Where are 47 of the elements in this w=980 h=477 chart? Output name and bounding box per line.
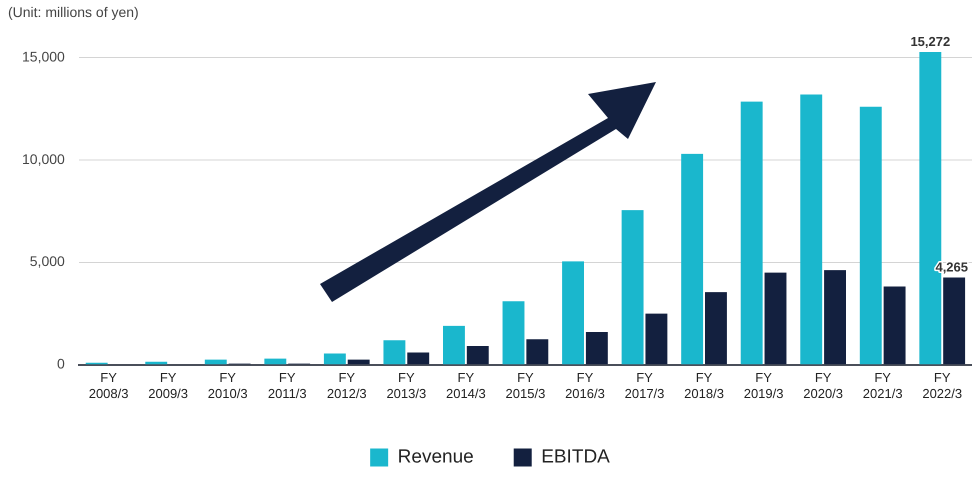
bar [204, 360, 227, 364]
bar [824, 270, 846, 364]
bar [407, 352, 430, 364]
bar [324, 354, 346, 364]
bar [526, 339, 548, 364]
x-tick-label: FY 2013/3 [386, 370, 426, 401]
bar [443, 326, 465, 364]
y-tick-label: 5,000 [30, 253, 66, 270]
x-tick-label: FY 2009/3 [148, 370, 188, 401]
legend-label: EBITDA [541, 446, 610, 468]
x-tick-label: FY 2020/3 [803, 370, 844, 401]
x-tick-label: FY 2019/3 [744, 370, 784, 401]
x-tick-label: FY 2012/3 [326, 370, 367, 401]
x-tick-label: FY 2018/3 [684, 370, 724, 401]
x-tick-label: FY 2011/3 [268, 370, 307, 401]
y-tick-label: 10,000 [22, 150, 66, 167]
bar [884, 286, 906, 364]
bar [764, 272, 786, 364]
bar [502, 301, 524, 364]
bar [740, 102, 763, 364]
bar [860, 106, 882, 364]
x-tick-label: FY 2016/3 [565, 370, 605, 401]
x-tick-label: FY 2015/3 [506, 370, 546, 401]
y-tick-label: 15,000 [22, 48, 66, 64]
bar [622, 210, 644, 364]
text: (Unit: millions of yen) [8, 4, 139, 20]
bar [681, 154, 704, 364]
bar [562, 261, 584, 364]
bar [466, 346, 489, 364]
x-tick-label: FY 2008/3 [88, 370, 128, 401]
x-tick-label: FY 2017/3 [624, 370, 664, 401]
bar [383, 340, 406, 364]
bar [645, 314, 668, 364]
data-label: 15,272 [910, 34, 950, 50]
legend-label: Revenue [398, 446, 474, 468]
bar [586, 332, 608, 364]
bar [348, 360, 370, 364]
y-tick-label: 0 [57, 356, 66, 372]
bar [800, 94, 822, 364]
x-tick-label: FY 2014/3 [446, 370, 486, 401]
bar [705, 292, 727, 364]
x-tick-label: FY 2010/3 [208, 370, 248, 401]
bar [943, 277, 966, 364]
x-tick-label: FY 2021/3 [862, 370, 903, 401]
bar [145, 362, 168, 364]
bar [264, 358, 286, 364]
x-tick-label: FY 2022/3 [922, 370, 962, 401]
